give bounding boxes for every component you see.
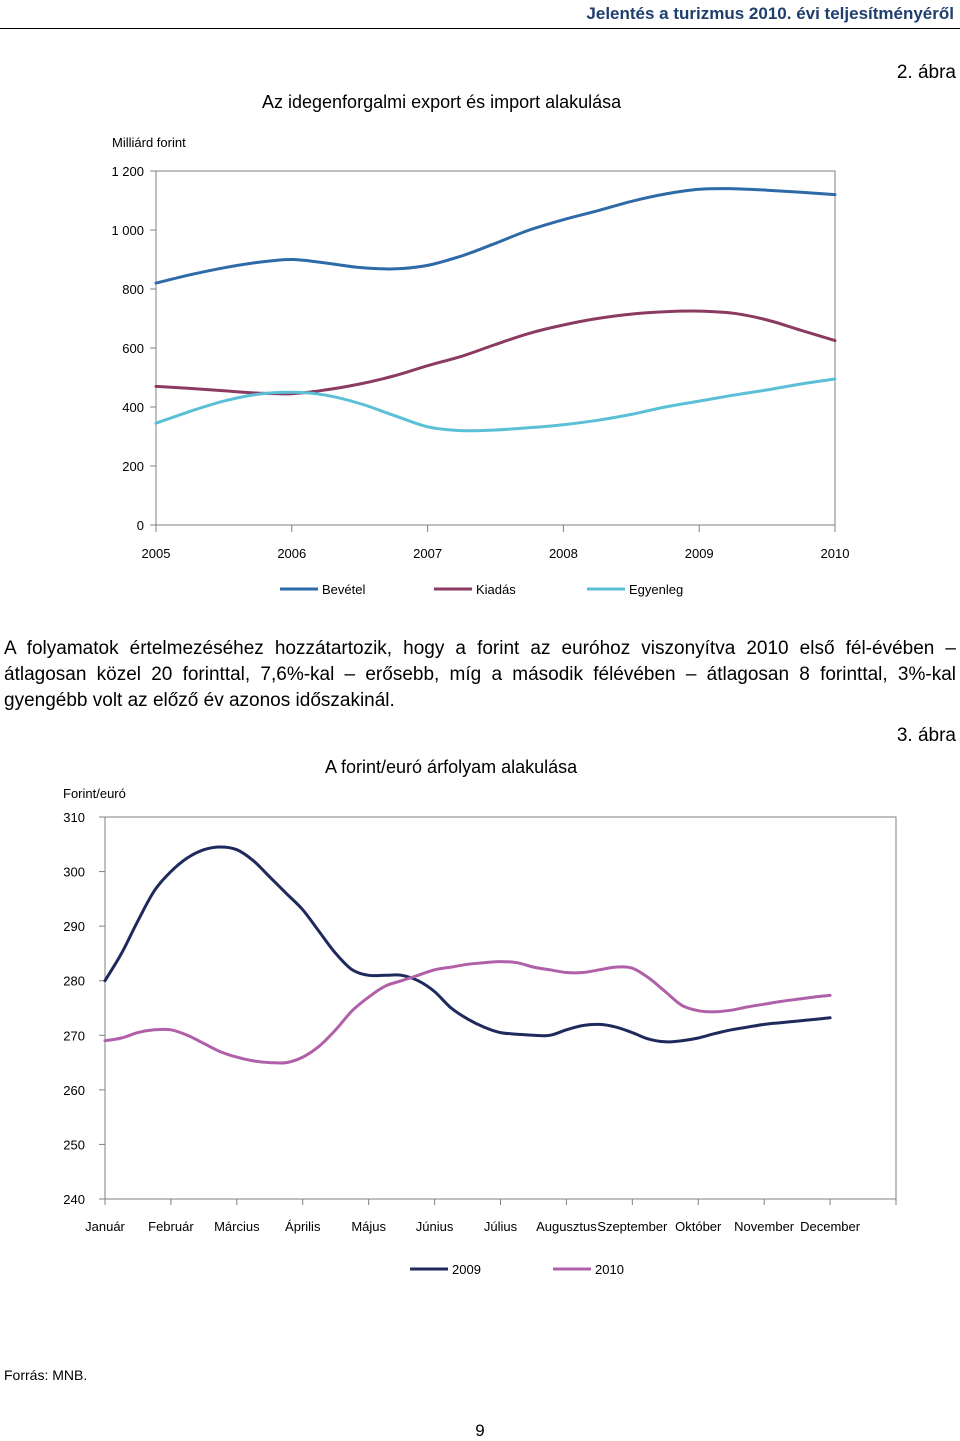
series-line-3 — [154, 377, 837, 433]
legend-label: Kiadás — [476, 582, 516, 597]
y-tick-label: 240 — [63, 1192, 85, 1207]
x-tick-label: 2006 — [277, 546, 306, 561]
series-line-1 — [103, 845, 832, 1044]
exchange-rate-chart: Forint/euró 240 250 260 270 280 290 300 310 Januá… — [63, 786, 897, 1277]
y-tick-label: 270 — [63, 1028, 85, 1043]
body-paragraph: A folyamatok értelmezéséhez hozzátartozi… — [4, 638, 956, 711]
y-tick-label: 260 — [63, 1083, 85, 1098]
x-tick-label: Május — [351, 1219, 386, 1234]
y-tick-label: 0 — [137, 518, 144, 533]
x-tick-label: Október — [675, 1219, 722, 1234]
figure2-title: Az idegenforgalmi export és import alaku… — [262, 92, 622, 112]
plot-frame — [104, 816, 897, 1200]
y-tick-label: 1 000 — [111, 223, 144, 238]
x-tick-label: 2007 — [413, 546, 442, 561]
export-import-chart: Milliárd forint 0 200 400 600 800 1 000 1 200 20… — [111, 135, 850, 597]
figure3-label: 3. ábra — [896, 725, 956, 746]
y-tick-label: 800 — [122, 282, 144, 297]
x-tick-label: 2005 — [142, 546, 171, 561]
y-tick-label: 400 — [122, 400, 144, 415]
x-tick-label: 2010 — [821, 546, 850, 561]
y-unit-label: Forint/euró — [63, 786, 126, 801]
legend-label: 2010 — [595, 1262, 624, 1277]
y-tick-label: 290 — [63, 919, 85, 934]
x-tick-label: Június — [416, 1219, 454, 1234]
y-tick-label: 200 — [122, 459, 144, 474]
series-line-1 — [154, 187, 837, 285]
figure2-label: 2. ábra — [896, 62, 956, 83]
series-line-2 — [154, 309, 837, 396]
y-tick-label: 310 — [63, 810, 85, 825]
page-number: 9 — [475, 1421, 485, 1440]
x-tick-label: 2009 — [685, 546, 714, 561]
y-unit-label: Milliárd forint — [112, 135, 186, 150]
running-header: Jelentés a turizmus 2010. évi teljesítmé… — [586, 4, 954, 23]
figure3-title: A forint/euró árfolyam alakulása — [325, 757, 578, 777]
y-tick-label: 280 — [63, 974, 85, 989]
y-tick-label: 300 — [63, 865, 85, 880]
x-tick-label: Január — [85, 1219, 125, 1234]
header-rule — [0, 28, 960, 29]
source-note: Forrás: MNB. — [4, 1367, 88, 1383]
x-tick-label: Július — [484, 1219, 518, 1234]
x-tick-label: 2008 — [549, 546, 578, 561]
x-tick-label: November — [734, 1219, 795, 1234]
plot-frame — [155, 170, 836, 526]
y-tick-label: 1 200 — [111, 164, 144, 179]
y-tick-label: 250 — [63, 1137, 85, 1152]
x-tick-label: Augusztus — [536, 1219, 597, 1234]
legend-label: 2009 — [452, 1262, 481, 1277]
legend-label: Egyenleg — [629, 582, 683, 597]
x-tick-label: Március — [214, 1219, 260, 1234]
series-line-2 — [103, 960, 832, 1065]
x-tick-label: Február — [148, 1219, 194, 1234]
y-tick-label: 600 — [122, 341, 144, 356]
legend-label: Bevétel — [322, 582, 365, 597]
x-tick-label: Április — [285, 1219, 321, 1234]
x-tick-label: Szeptember — [597, 1219, 668, 1234]
x-tick-label: December — [800, 1219, 861, 1234]
